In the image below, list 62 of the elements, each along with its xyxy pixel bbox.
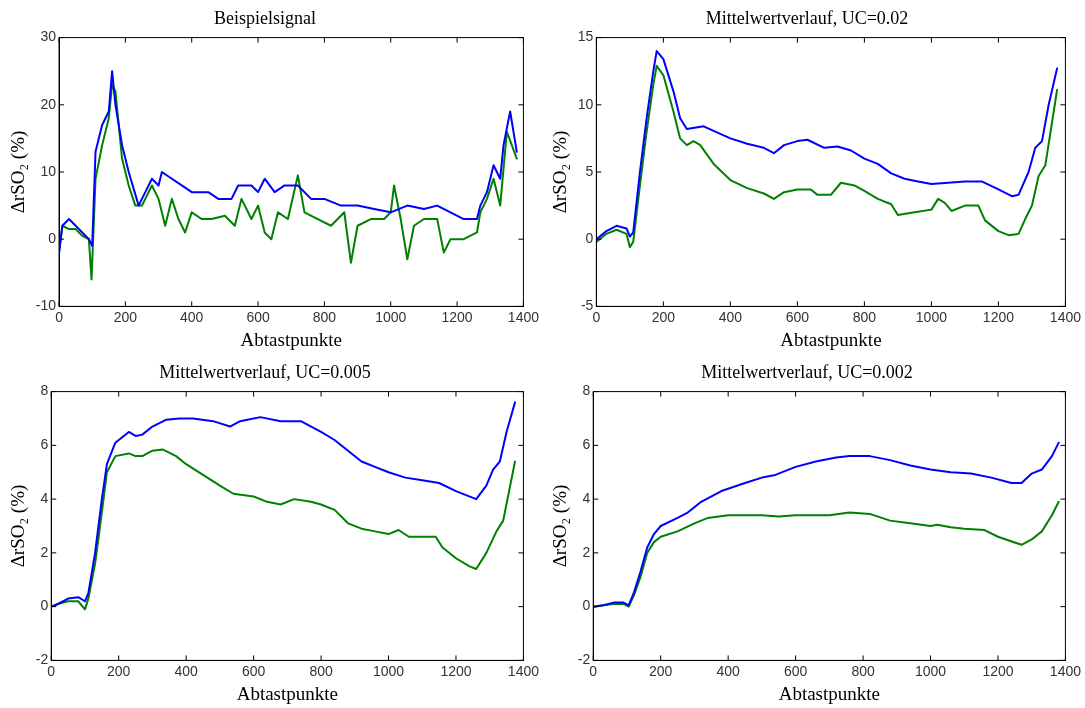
x-tick-label: 600 bbox=[241, 662, 266, 679]
x-tick-label: 800 bbox=[851, 662, 875, 679]
x-tick-label: 1200 bbox=[982, 308, 1015, 325]
x-tick-label: 200 bbox=[651, 308, 676, 325]
x-tick-label: 1400 bbox=[507, 662, 540, 679]
y-tick-label: 0 bbox=[582, 597, 591, 614]
x-tick-label: 1200 bbox=[982, 662, 1014, 679]
x-tick-label: 1000 bbox=[915, 308, 948, 325]
y-tick-label: -10 bbox=[35, 297, 57, 314]
y-tick-label: 5 bbox=[585, 162, 594, 179]
y-tick-label: 2 bbox=[40, 543, 49, 560]
x-tick-label: 200 bbox=[107, 662, 131, 679]
x-tick-label: 600 bbox=[246, 308, 270, 325]
y-tick-label: 30 bbox=[40, 28, 57, 45]
y-tick-label: 20 bbox=[40, 95, 57, 112]
y-tick-label: 2 bbox=[582, 543, 591, 560]
x-tick-label: 800 bbox=[312, 308, 337, 325]
y-tick-label: 10 bbox=[40, 162, 57, 179]
y-tick-label: 0 bbox=[585, 230, 594, 247]
y-tick-label: 0 bbox=[48, 230, 57, 247]
y-tick-label: 8 bbox=[582, 382, 591, 399]
y-tick-label: 15 bbox=[577, 28, 594, 45]
x-tick-label: 200 bbox=[649, 662, 673, 679]
y-tick-label: -5 bbox=[580, 297, 594, 314]
x-tick-label: 800 bbox=[852, 308, 877, 325]
chart-title: Mittelwertverlauf, UC=0.02 bbox=[705, 7, 909, 28]
x-tick-label: 1000 bbox=[914, 662, 947, 679]
y-tick-label: 4 bbox=[582, 489, 591, 506]
y-tick-label: 0 bbox=[40, 597, 49, 614]
y-tick-label: 8 bbox=[40, 382, 49, 399]
x-tick-label: 200 bbox=[113, 308, 138, 325]
x-tick-label: 1400 bbox=[1049, 308, 1082, 325]
y-tick-label: 4 bbox=[40, 489, 49, 506]
chart-title: Beispielsignal bbox=[214, 7, 316, 28]
x-tick-label: 1400 bbox=[1049, 662, 1082, 679]
y-axis-title: ΔrSO₂ (%) bbox=[7, 484, 30, 568]
y-tick-label: 10 bbox=[577, 95, 594, 112]
y-axis-title: ΔrSO₂ (%) bbox=[549, 130, 572, 214]
x-tick-label: 600 bbox=[785, 308, 810, 325]
x-tick-label: 400 bbox=[718, 308, 743, 325]
y-axis-title: ΔrSO₂ (%) bbox=[7, 130, 30, 214]
x-tick-label: 400 bbox=[174, 662, 199, 679]
y-tick-label: 6 bbox=[40, 436, 49, 453]
chart-title: Mittelwertverlauf, UC=0.005 bbox=[159, 361, 371, 382]
x-axis-title: Abtastpunkte bbox=[778, 682, 880, 704]
x-tick-label: 1000 bbox=[372, 662, 405, 679]
x-tick-label: 400 bbox=[180, 308, 204, 325]
x-tick-label: 1000 bbox=[375, 308, 407, 325]
x-axis-title: Abtastpunkte bbox=[780, 328, 882, 350]
y-tick-label: -2 bbox=[577, 651, 591, 668]
y-tick-label: 6 bbox=[582, 436, 591, 453]
y-tick-label: -2 bbox=[35, 651, 49, 668]
y-axis-title: ΔrSO₂ (%) bbox=[549, 484, 572, 568]
chart-title: Mittelwertverlauf, UC=0.002 bbox=[701, 361, 913, 382]
x-axis-title: Abtastpunkte bbox=[240, 328, 342, 350]
x-tick-label: 1200 bbox=[440, 662, 472, 679]
x-tick-label: 800 bbox=[309, 662, 333, 679]
x-tick-label: 600 bbox=[783, 662, 808, 679]
x-tick-label: 400 bbox=[716, 662, 741, 679]
x-tick-label: 1400 bbox=[507, 308, 540, 325]
x-axis-title: Abtastpunkte bbox=[236, 682, 338, 704]
x-tick-label: 1200 bbox=[441, 308, 473, 325]
